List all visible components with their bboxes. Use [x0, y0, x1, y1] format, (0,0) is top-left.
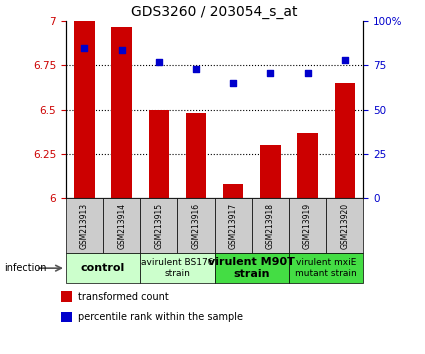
- Bar: [252, 198, 289, 253]
- Title: GDS3260 / 203054_s_at: GDS3260 / 203054_s_at: [131, 5, 298, 19]
- Bar: [289, 253, 363, 283]
- Text: transformed count: transformed count: [78, 292, 169, 302]
- Point: [193, 66, 199, 72]
- Point: [118, 47, 125, 52]
- Bar: [223, 184, 244, 198]
- Bar: [60, 291, 71, 302]
- Point: [341, 57, 348, 63]
- Text: GSM213914: GSM213914: [117, 202, 126, 249]
- Text: avirulent BS176
strain: avirulent BS176 strain: [141, 258, 214, 278]
- Text: infection: infection: [4, 263, 47, 273]
- Bar: [178, 198, 215, 253]
- Bar: [260, 145, 281, 198]
- Bar: [326, 198, 363, 253]
- Bar: [298, 133, 318, 198]
- Bar: [66, 253, 140, 283]
- Bar: [66, 198, 103, 253]
- Text: GSM213920: GSM213920: [340, 202, 349, 249]
- Bar: [140, 253, 215, 283]
- Bar: [149, 110, 169, 198]
- Text: virulent M90T
strain: virulent M90T strain: [208, 257, 295, 279]
- Bar: [60, 312, 71, 322]
- Bar: [289, 198, 326, 253]
- Point: [267, 70, 274, 75]
- Text: GSM213916: GSM213916: [192, 202, 201, 249]
- Bar: [74, 21, 95, 198]
- Text: GSM213918: GSM213918: [266, 203, 275, 249]
- Point: [156, 59, 162, 65]
- Bar: [111, 27, 132, 198]
- Bar: [103, 198, 140, 253]
- Bar: [140, 198, 178, 253]
- Text: GSM213915: GSM213915: [154, 202, 163, 249]
- Text: control: control: [81, 263, 125, 273]
- Bar: [215, 198, 252, 253]
- Text: percentile rank within the sample: percentile rank within the sample: [78, 312, 243, 322]
- Text: GSM213919: GSM213919: [303, 202, 312, 249]
- Bar: [334, 83, 355, 198]
- Text: GSM213917: GSM213917: [229, 202, 238, 249]
- Text: GSM213913: GSM213913: [80, 202, 89, 249]
- Bar: [186, 113, 206, 198]
- Point: [230, 80, 237, 86]
- Point: [81, 45, 88, 51]
- Bar: [215, 253, 289, 283]
- Text: virulent mxiE
mutant strain: virulent mxiE mutant strain: [295, 258, 357, 278]
- Point: [304, 70, 311, 75]
